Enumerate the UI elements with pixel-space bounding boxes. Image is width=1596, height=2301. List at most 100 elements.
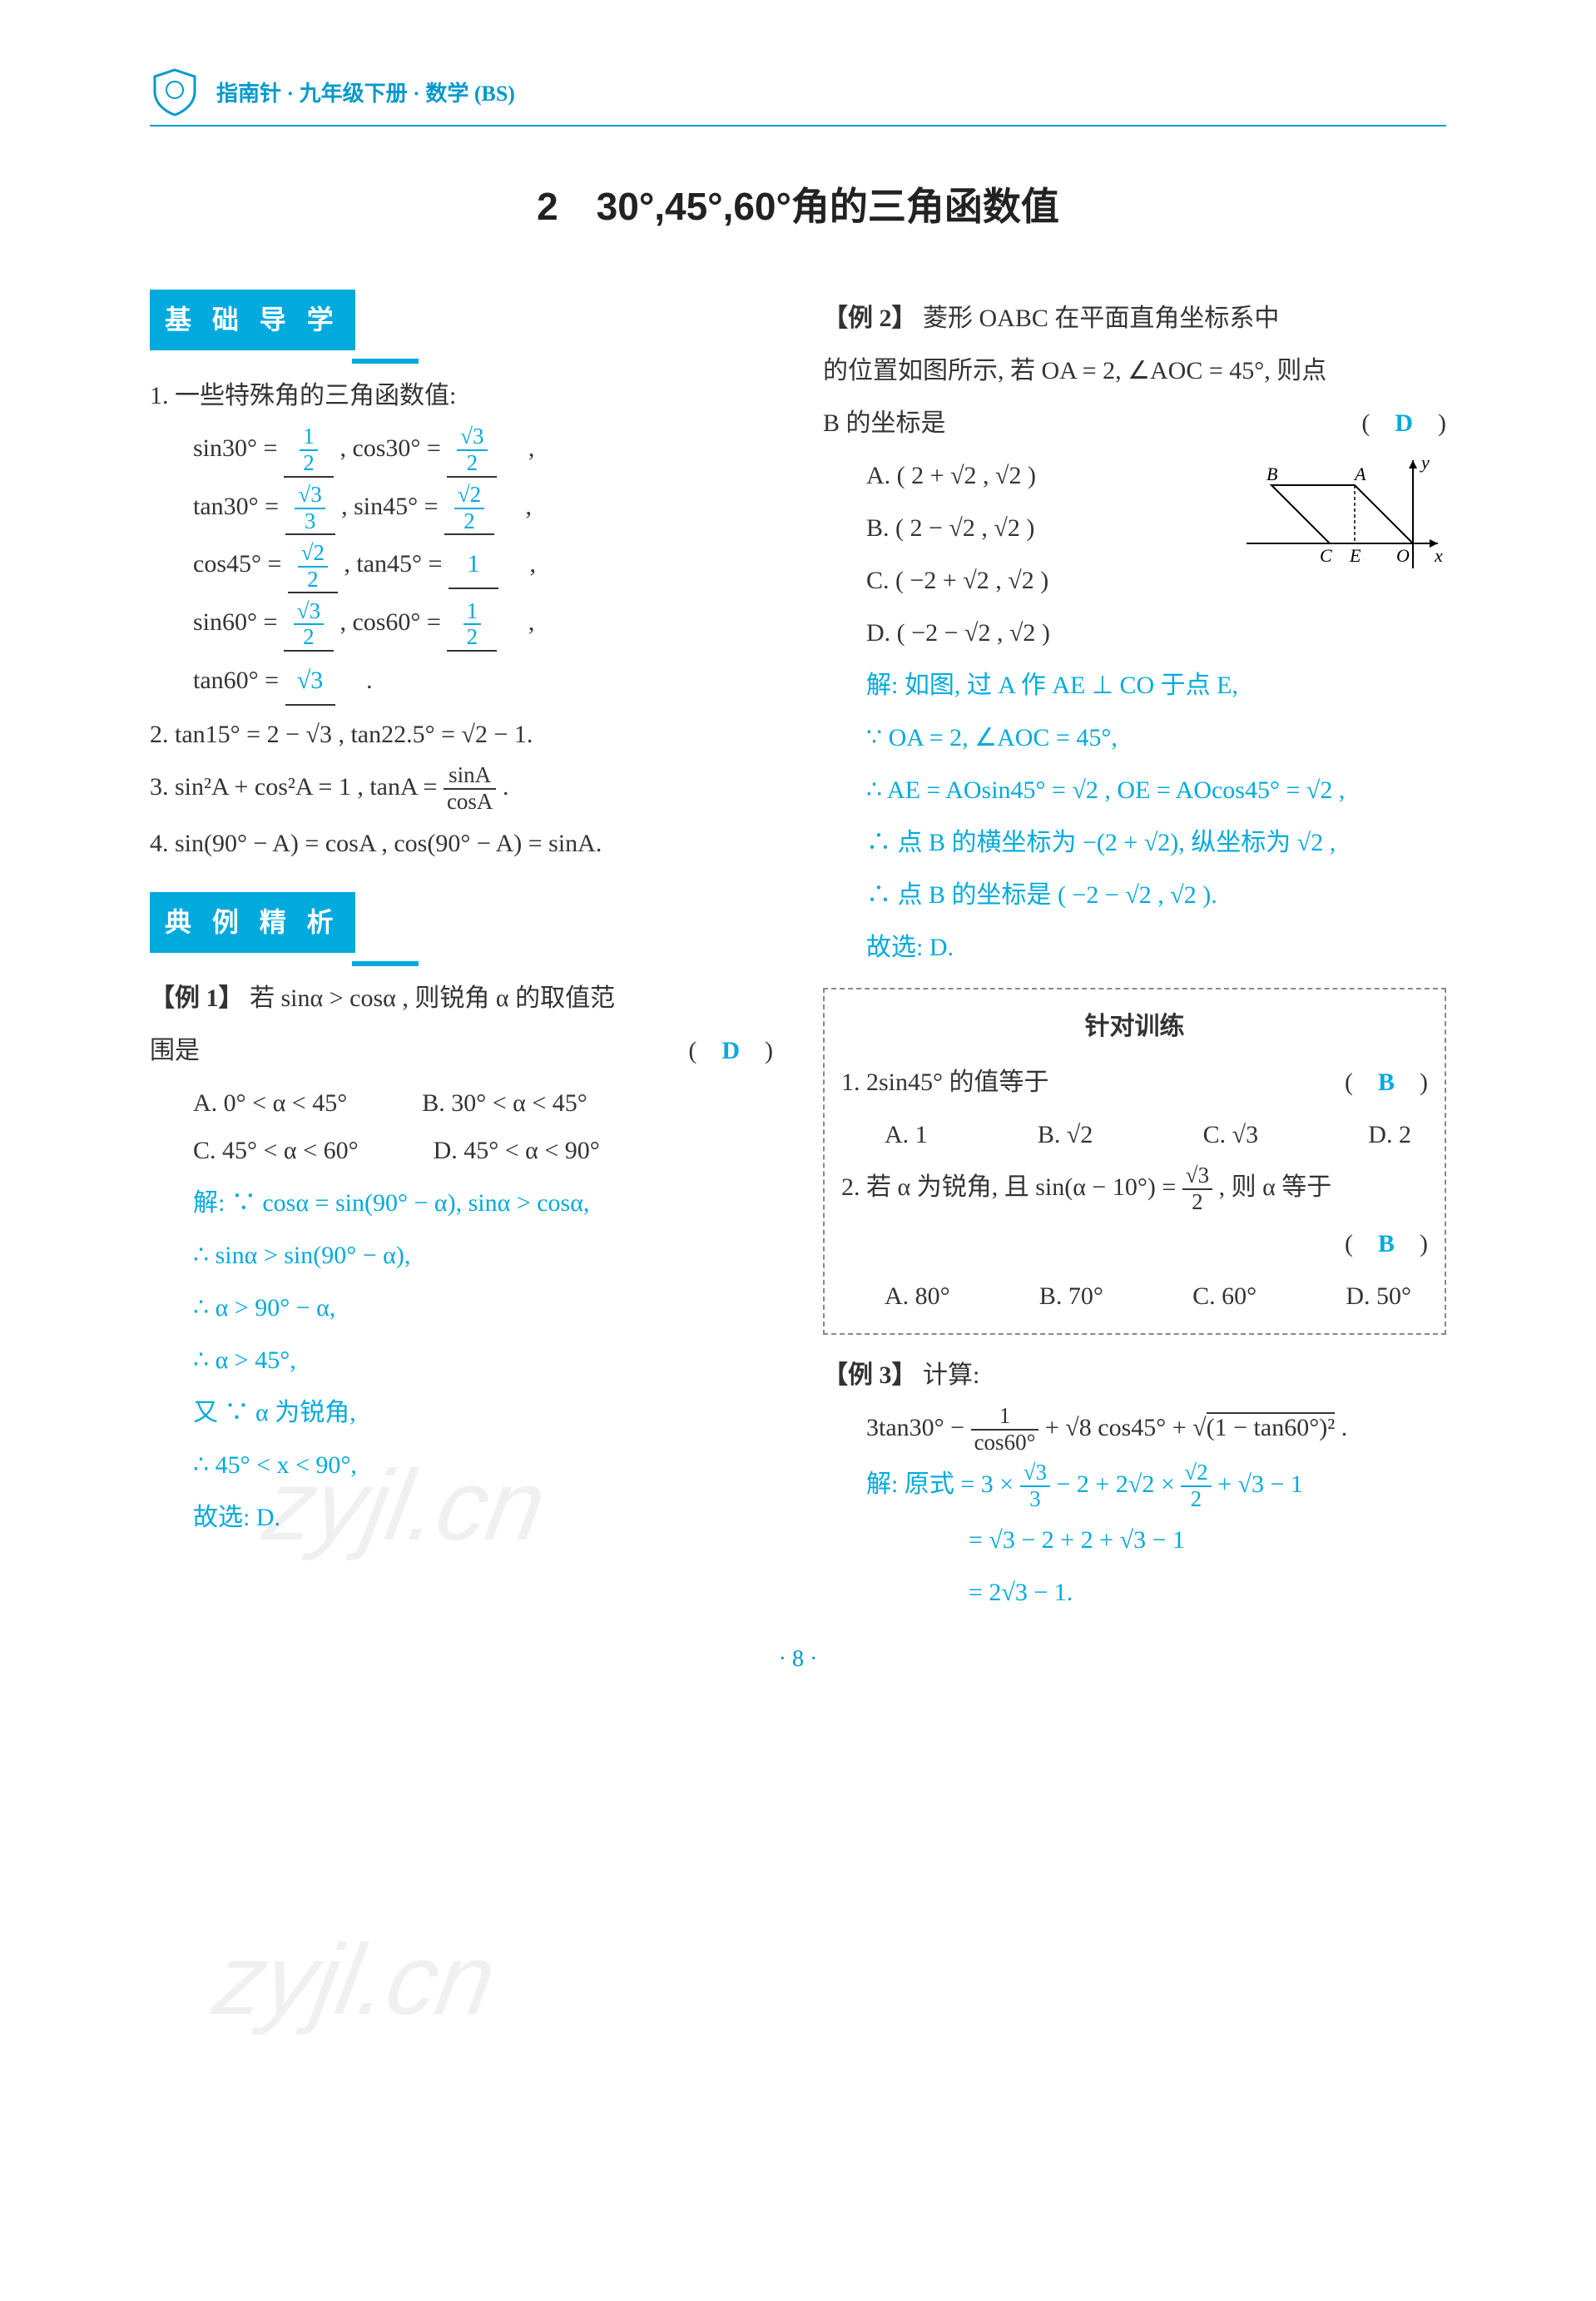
q2-answer-line: ( B ) [841, 1220, 1428, 1267]
comma: , [503, 434, 535, 462]
basics-item1-intro: 1. 一些特殊角的三角函数值: [150, 372, 773, 419]
sin60-num: √3 [294, 599, 324, 626]
q1-answer: B [1378, 1069, 1395, 1096]
ex3-sol1: 解: 原式 = 3 × √33 − 2 + 2√2 × √22 + √3 − 1 [823, 1460, 1446, 1512]
example1-line2: 围是 ( D ) [150, 1027, 773, 1074]
sin45-label: , sin45° = [341, 493, 438, 520]
ex1-answer-paren: ( D ) [688, 1027, 773, 1074]
examples-label-text: 典 例 精 析 [150, 892, 355, 953]
diag-O: O [1396, 545, 1410, 566]
q1-opts: A. 1 B. √2 C. √3 D. 2 [841, 1111, 1428, 1158]
cos60-num: 1 [463, 599, 482, 626]
practice-title: 针对训练 [841, 1003, 1428, 1050]
page-number: · 8 · [150, 1646, 1446, 1673]
ex1-optB: B. 30° < α < 45° [422, 1079, 587, 1127]
item3-den: cosA [444, 790, 497, 815]
ex3-s1post: + √3 − 1 [1217, 1470, 1303, 1498]
comma: , [504, 550, 536, 578]
ex3-f1d: 3 [1020, 1487, 1050, 1512]
q1-optA: A. 1 [885, 1111, 928, 1158]
period: . [341, 667, 373, 694]
sin45-den: 2 [454, 509, 484, 534]
page: 指南针 · 九年级下册 · 数学 (BS) 2 30°,45°,60°角的三角函… [0, 0, 1596, 1756]
ex3-bd: cos60° [971, 1431, 1039, 1455]
ex3-a: 3tan30° − [866, 1414, 971, 1441]
ex2-sol6: 故选: D. [823, 924, 1446, 971]
sin30-label: sin30° = [193, 434, 277, 462]
q2-answer: B [1378, 1230, 1395, 1257]
q1-optB: B. √2 [1038, 1111, 1093, 1158]
basics-label-text: 基 础 导 学 [150, 290, 355, 350]
ex2-sol4: ∴ 点 B 的横坐标为 −(2 + √2), 纵坐标为 √2 , [823, 819, 1446, 866]
sin60-label: sin60° = [193, 608, 277, 636]
tan45-ans: 1 [449, 540, 498, 589]
ex1-optD: D. 45° < α < 90° [434, 1127, 600, 1174]
ex2-answer: D [1395, 409, 1413, 437]
ex2-label: 【例 2】 [823, 305, 917, 332]
basics-line-tan30: tan30° = √33 , sin45° = √22 , [150, 483, 773, 536]
tan30-label: tan30° = [193, 493, 279, 520]
ex1-sol3: ∴ α > 90° − α, [150, 1284, 773, 1332]
cos30-num: √3 [457, 424, 487, 451]
q1-text: 1. 2sin45° 的值等于 [841, 1059, 1049, 1106]
q1-answer-paren: ( B ) [1345, 1059, 1428, 1106]
cos60-den: 2 [463, 625, 482, 650]
ex1-text2: 围是 [150, 1027, 200, 1074]
ex2-text3: B 的坐标是 [823, 399, 946, 447]
basics-line-sin30: sin30° = 12 , cos30° = √32 , [150, 424, 773, 478]
q2-optD: D. 50° [1346, 1272, 1411, 1320]
section-basics-label: 基 础 导 学 [150, 290, 773, 367]
ex2-text1: 菱形 OABC 在平面直角坐标系中 [923, 305, 1279, 332]
page-title: 2 30°,45°,60°角的三角函数值 [150, 176, 1446, 231]
cos45-label: cos45° = [193, 550, 281, 578]
q2-optB: B. 70° [1039, 1272, 1103, 1320]
section-examples-label: 典 例 精 析 [150, 892, 773, 969]
ex1-opts-row1: A. 0° < α < 45° B. 30° < α < 45° [150, 1079, 773, 1127]
basics-line-cos45: cos45° = √22 , tan45° = 1 , [150, 540, 773, 593]
item3-num: sinA [444, 763, 497, 790]
rhombus-diagram: B A C E O x y [1230, 452, 1446, 585]
basics-item2: 2. tan15° = 2 − √3 , tan22.5° = √2 − 1. [150, 711, 773, 758]
watermark-2: zyjl.cn [206, 1922, 504, 2037]
page-header: 指南针 · 九年级下册 · 数学 (BS) [150, 67, 1446, 126]
label-underline [352, 961, 419, 966]
tan30-num: √3 [295, 483, 325, 509]
cos60-label: , cos60° = [340, 608, 440, 636]
practice-q1: 1. 2sin45° 的值等于 ( B ) [841, 1059, 1428, 1106]
item3-post: . [503, 773, 509, 801]
ex1-sol6: ∴ 45° < x < 90°, [150, 1441, 773, 1489]
example2-line1: 【例 2】 菱形 OABC 在平面直角坐标系中 [823, 295, 1446, 342]
ex2-answer-paren: ( D ) [1361, 399, 1446, 447]
cos30-label: , cos30° = [340, 434, 440, 462]
ex3-s1mid: − 2 + 2√2 × [1057, 1470, 1182, 1498]
q2-den: 2 [1182, 1190, 1212, 1215]
label-underline [352, 359, 419, 364]
ex1-sol5: 又 ∵ α 为锐角, [150, 1389, 773, 1436]
ex3-s1pre: 解: 原式 = 3 × [866, 1470, 1020, 1498]
ex2-sol2: ∵ OA = 2, ∠AOC = 45°, [823, 714, 1446, 761]
tan45-label: , tan45° = [344, 550, 442, 578]
left-column: 基 础 导 学 1. 一些特殊角的三角函数值: sin30° = 12 , co… [150, 290, 773, 1621]
ex3-f2d: 2 [1181, 1487, 1211, 1512]
right-column: 【例 2】 菱形 OABC 在平面直角坐标系中 的位置如图所示, 若 OA = … [823, 290, 1446, 1621]
ex3-bn: 1 [971, 1404, 1039, 1431]
example1-line1: 【例 1】 若 sinα > cosα , 则锐角 α 的取值范 [150, 974, 773, 1022]
comma: , [501, 493, 533, 520]
diag-x: x [1434, 545, 1443, 566]
q2-opts: A. 80° B. 70° C. 60° D. 50° [841, 1272, 1428, 1320]
ex2-sol1: 解: 如图, 过 A 作 AE ⊥ CO 于点 E, [823, 662, 1446, 709]
q1-optC: C. √3 [1203, 1111, 1258, 1158]
ex2-sol5: ∴ 点 B 的坐标是 ( −2 − √2 , √2 ). [823, 871, 1446, 919]
diag-y: y [1420, 452, 1430, 473]
tan60-label: tan60° = [193, 667, 279, 694]
shield-logo-icon [150, 67, 200, 117]
example3-line1: 【例 3】 计算: [823, 1351, 1446, 1399]
ex1-optC: C. 45° < α < 60° [193, 1127, 359, 1174]
sin30-num: 1 [300, 424, 318, 451]
q1-optD: D. 2 [1368, 1111, 1411, 1158]
ex1-label: 【例 1】 [150, 984, 244, 1012]
ex3-label: 【例 3】 [823, 1361, 917, 1389]
item3-pre: 3. sin²A + cos²A = 1 , tanA = [150, 773, 444, 801]
cos30-den: 2 [457, 451, 487, 476]
diag-B: B [1266, 464, 1277, 484]
